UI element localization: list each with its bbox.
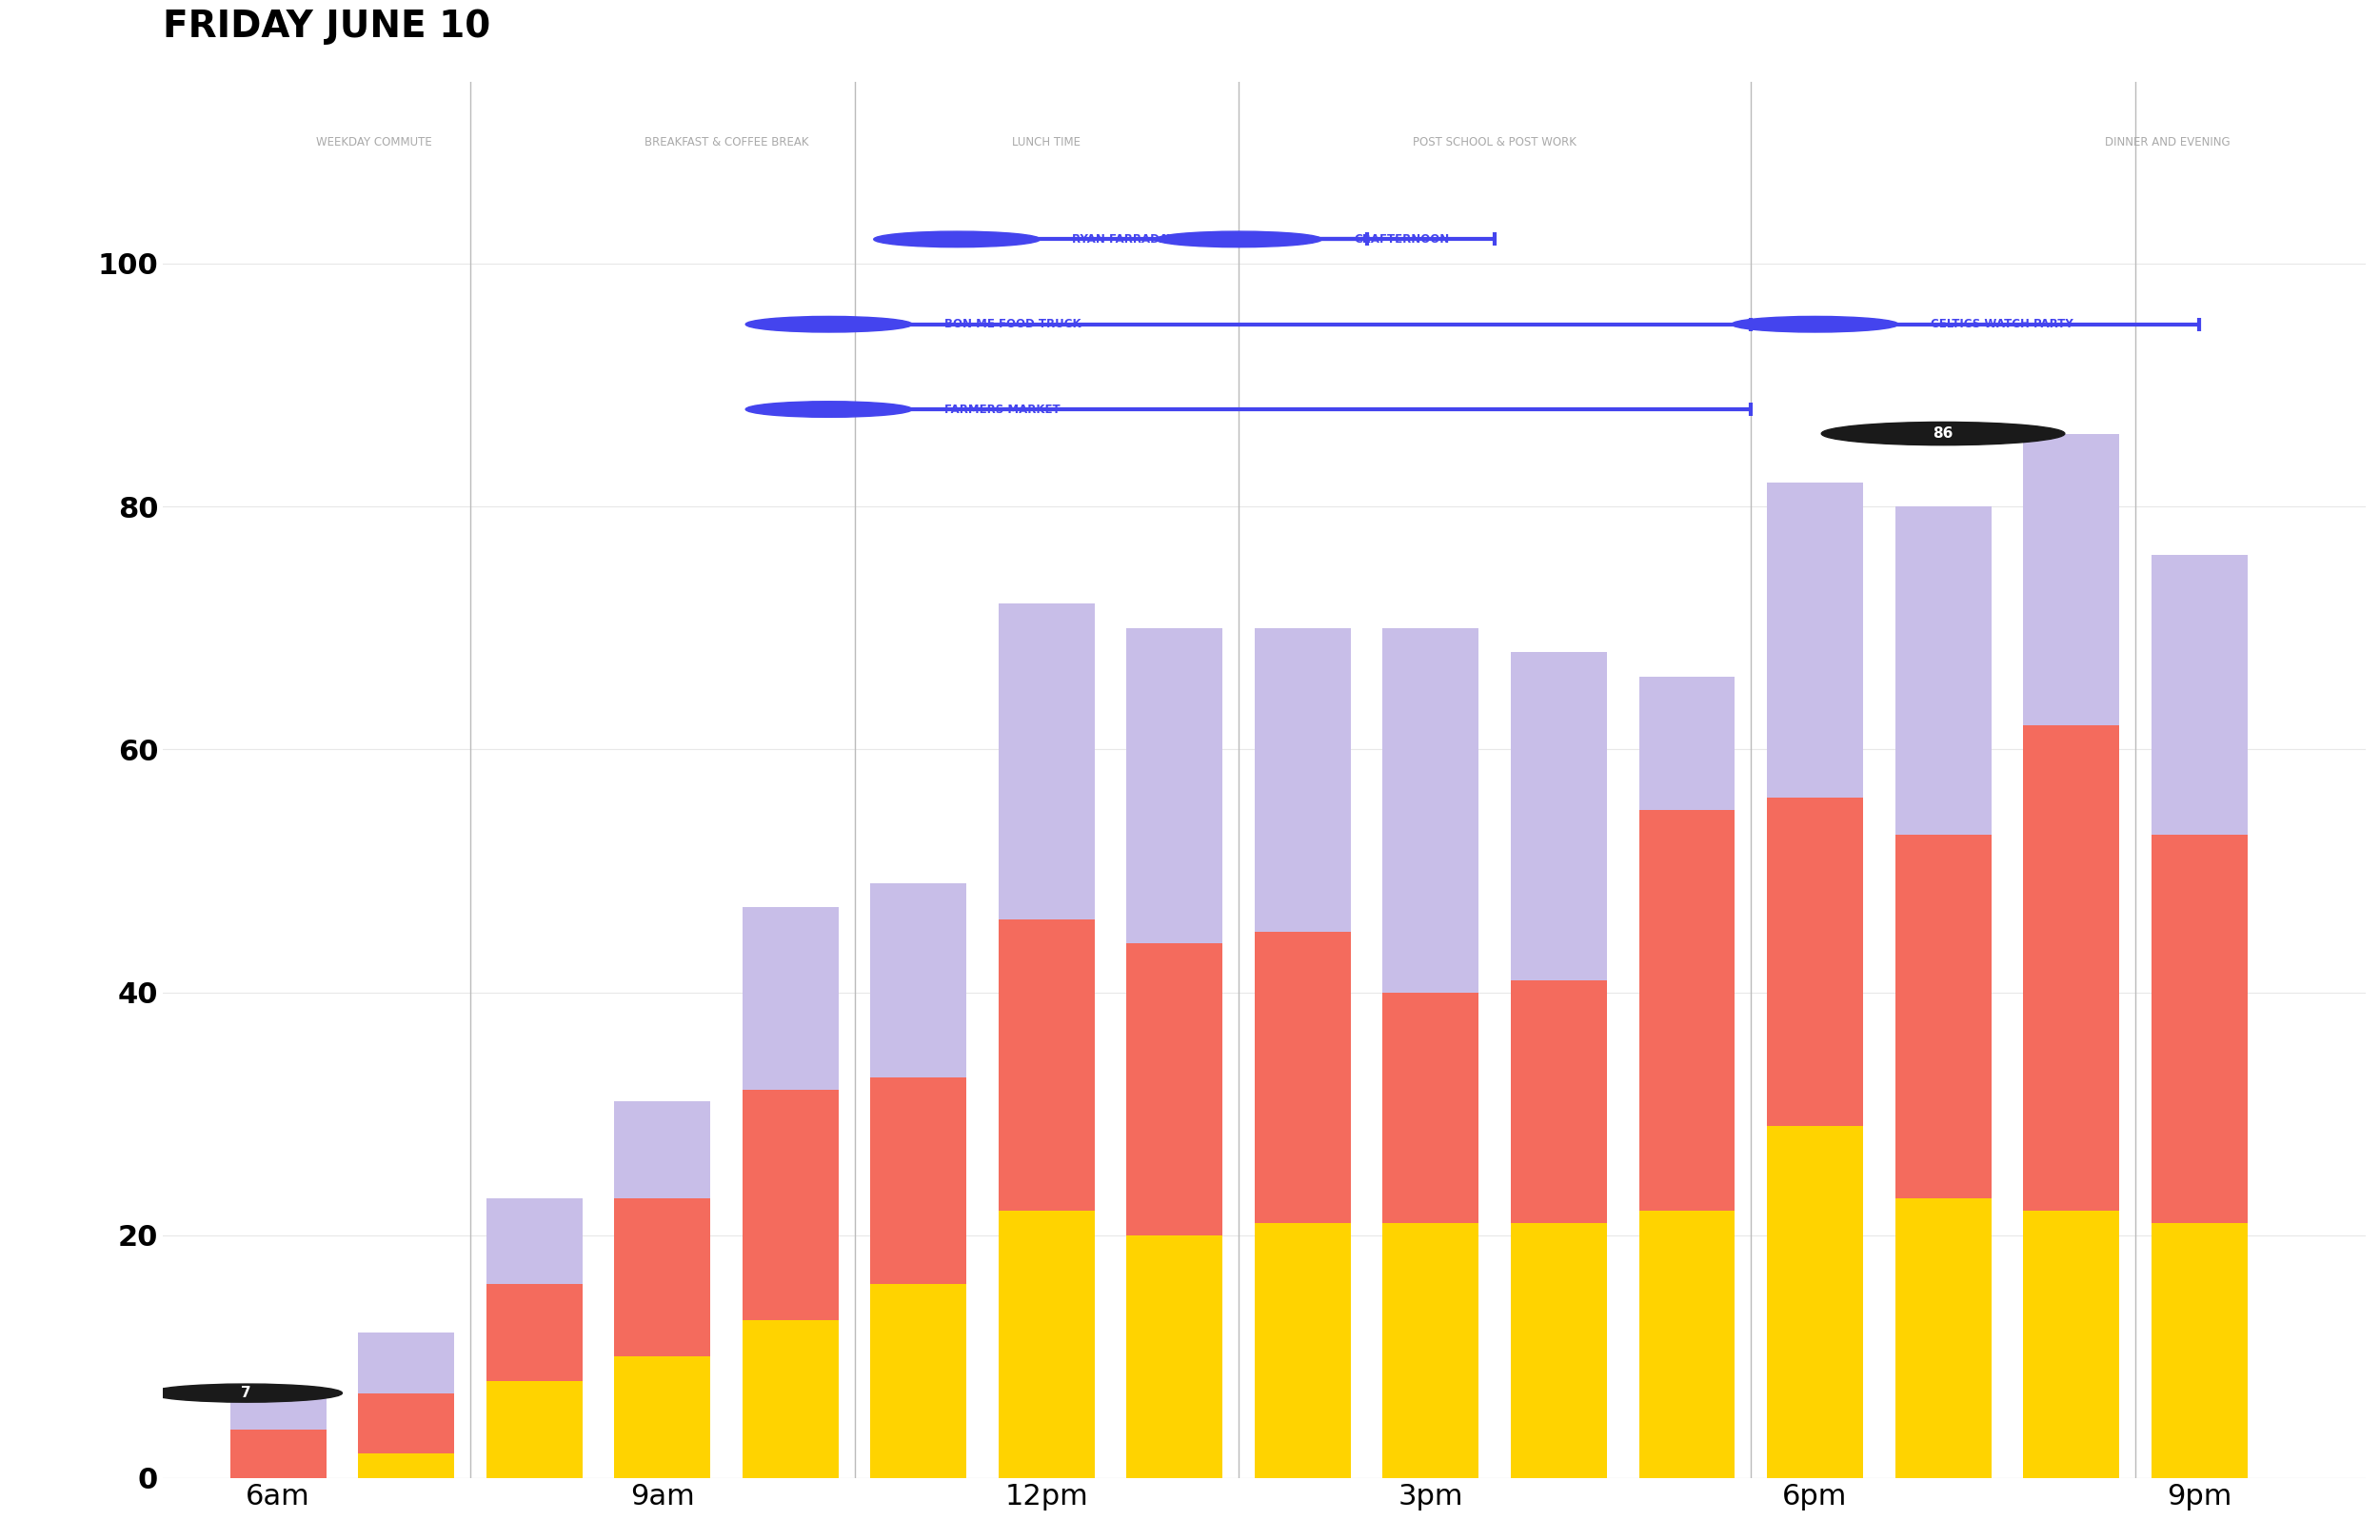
Bar: [871, 1078, 966, 1284]
Text: WEEKDAY COMMUTE: WEEKDAY COMMUTE: [317, 136, 433, 148]
Bar: [1000, 919, 1095, 1210]
Bar: [1000, 1210, 1095, 1478]
Bar: [2023, 725, 2118, 1210]
Bar: [486, 1284, 583, 1381]
Bar: [1511, 653, 1606, 979]
Text: DINNER AND EVENING: DINNER AND EVENING: [2104, 136, 2230, 148]
Bar: [1254, 932, 1352, 1223]
Bar: [1126, 628, 1223, 944]
Bar: [486, 1381, 583, 1478]
Bar: [1640, 1210, 1735, 1478]
Bar: [1254, 1223, 1352, 1478]
Text: LUNCH TIME: LUNCH TIME: [1012, 136, 1081, 148]
Circle shape: [745, 402, 912, 417]
Bar: [2152, 835, 2247, 1223]
Bar: [871, 1284, 966, 1478]
Text: RYAN FARRADAY: RYAN FARRADAY: [1073, 233, 1176, 245]
Circle shape: [1154, 231, 1321, 246]
Text: POST SCHOOL & POST WORK: POST SCHOOL & POST WORK: [1414, 136, 1576, 148]
Circle shape: [745, 316, 912, 333]
Bar: [1511, 979, 1606, 1223]
Bar: [2152, 554, 2247, 835]
Text: CELTICS WATCH PARTY: CELTICS WATCH PARTY: [1930, 319, 2073, 331]
Bar: [1766, 798, 1864, 1126]
Bar: [1126, 1235, 1223, 1478]
Bar: [1640, 676, 1735, 810]
Circle shape: [873, 231, 1040, 246]
Text: BON ME FOOD TRUCK: BON ME FOOD TRUCK: [945, 319, 1081, 331]
Text: 86: 86: [1933, 427, 1954, 440]
Bar: [871, 882, 966, 1078]
Text: 7: 7: [240, 1386, 252, 1400]
Text: CRAFTERNOON: CRAFTERNOON: [1354, 233, 1449, 245]
Bar: [1383, 1223, 1478, 1478]
Bar: [1511, 1223, 1606, 1478]
Bar: [231, 1429, 326, 1478]
Bar: [614, 1198, 709, 1357]
Bar: [359, 1454, 455, 1478]
Bar: [1894, 507, 1992, 835]
Bar: [359, 1332, 455, 1394]
Bar: [1894, 1198, 1992, 1478]
Bar: [2023, 1210, 2118, 1478]
Circle shape: [1821, 422, 2066, 445]
Bar: [359, 1394, 455, 1454]
Bar: [2152, 1223, 2247, 1478]
Bar: [1126, 944, 1223, 1235]
Circle shape: [1733, 316, 1899, 333]
Bar: [2023, 434, 2118, 725]
Circle shape: [150, 1384, 343, 1403]
Text: BREAKFAST & COFFEE BREAK: BREAKFAST & COFFEE BREAK: [645, 136, 809, 148]
Bar: [743, 1089, 838, 1320]
Bar: [1766, 482, 1864, 798]
Bar: [486, 1198, 583, 1284]
Bar: [1383, 992, 1478, 1223]
Bar: [1254, 628, 1352, 932]
Text: FARMERS MARKET: FARMERS MARKET: [945, 403, 1059, 416]
Bar: [743, 907, 838, 1089]
Bar: [1000, 604, 1095, 919]
Bar: [231, 1394, 326, 1429]
Bar: [743, 1320, 838, 1478]
Text: FRIDAY JUNE 10: FRIDAY JUNE 10: [162, 9, 490, 45]
Bar: [1894, 835, 1992, 1198]
Bar: [614, 1101, 709, 1198]
Bar: [1766, 1126, 1864, 1478]
Bar: [614, 1357, 709, 1478]
Bar: [1640, 810, 1735, 1210]
Bar: [1383, 628, 1478, 992]
